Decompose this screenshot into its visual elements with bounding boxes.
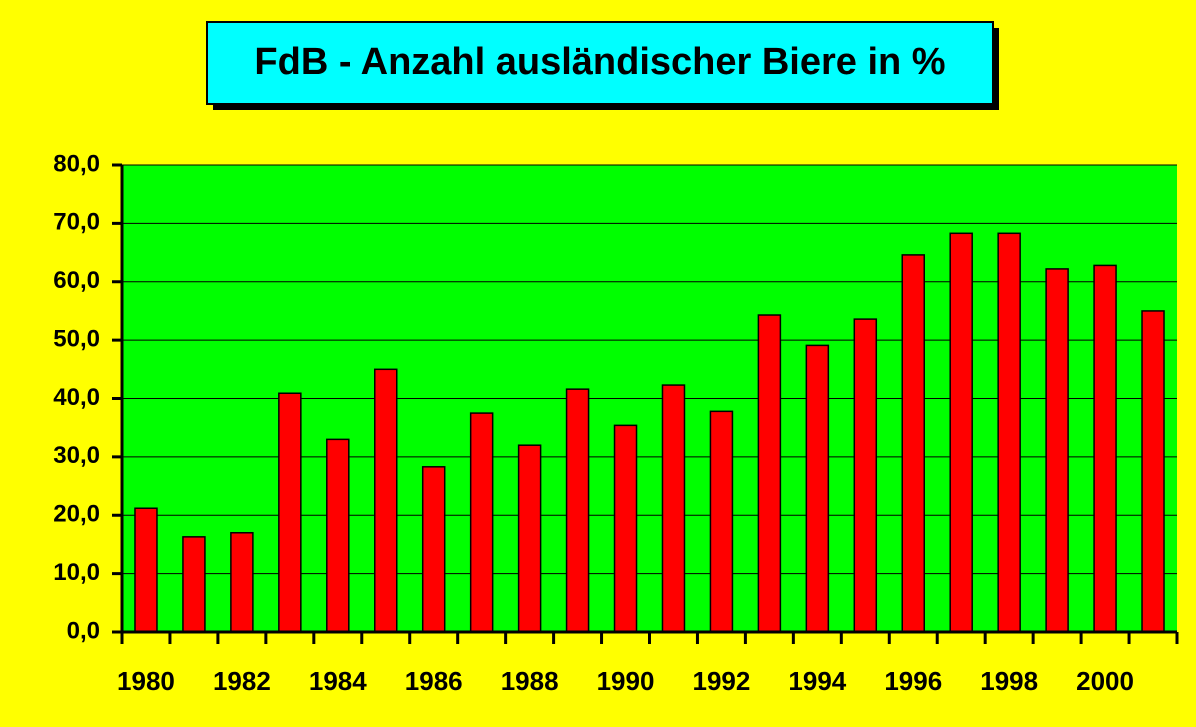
chart-title: FdB - Anzahl ausländischer Biere in % [254, 41, 945, 83]
x-tick-label: 1992 [693, 666, 751, 696]
y-tick-label: 80,0 [53, 150, 100, 177]
bar [469, 412, 494, 633]
x-tick-label: 2000 [1076, 666, 1134, 696]
bar [613, 424, 638, 633]
x-tick-label: 1998 [980, 666, 1038, 696]
y-tick-label: 70,0 [53, 209, 100, 236]
bar [757, 314, 782, 633]
bar [805, 344, 830, 633]
bar [230, 532, 254, 633]
x-tick-label: 1982 [213, 666, 271, 696]
x-tick-label: 1980 [117, 666, 175, 696]
bar [134, 507, 158, 633]
bar [949, 232, 973, 633]
y-tick-label: 0,0 [67, 617, 100, 644]
bar [182, 536, 206, 633]
bar [565, 388, 590, 633]
bar [997, 232, 1021, 633]
bar [661, 384, 686, 633]
bar [421, 466, 446, 633]
bar [709, 410, 734, 633]
x-tick-label: 1994 [788, 666, 846, 696]
bar [853, 318, 878, 633]
bar [326, 438, 350, 633]
title-box [206, 21, 994, 105]
bar [517, 444, 542, 633]
bar [1045, 268, 1069, 633]
y-tick-label: 50,0 [53, 325, 100, 352]
y-tick-label: 30,0 [53, 442, 100, 469]
x-tick-label: 1984 [309, 666, 367, 696]
x-tick-label: 1988 [501, 666, 559, 696]
y-tick-label: 20,0 [53, 501, 100, 528]
y-tick-label: 10,0 [53, 559, 100, 586]
x-tick-label: 1990 [597, 666, 655, 696]
bar [278, 392, 302, 633]
bar [374, 368, 398, 633]
x-tick-label: 1996 [884, 666, 942, 696]
bar [901, 254, 925, 633]
y-tick-label: 60,0 [53, 267, 100, 294]
bar [1093, 264, 1117, 633]
y-tick-label: 40,0 [53, 384, 100, 411]
x-tick-label: 1986 [405, 666, 463, 696]
bar [1141, 310, 1165, 633]
